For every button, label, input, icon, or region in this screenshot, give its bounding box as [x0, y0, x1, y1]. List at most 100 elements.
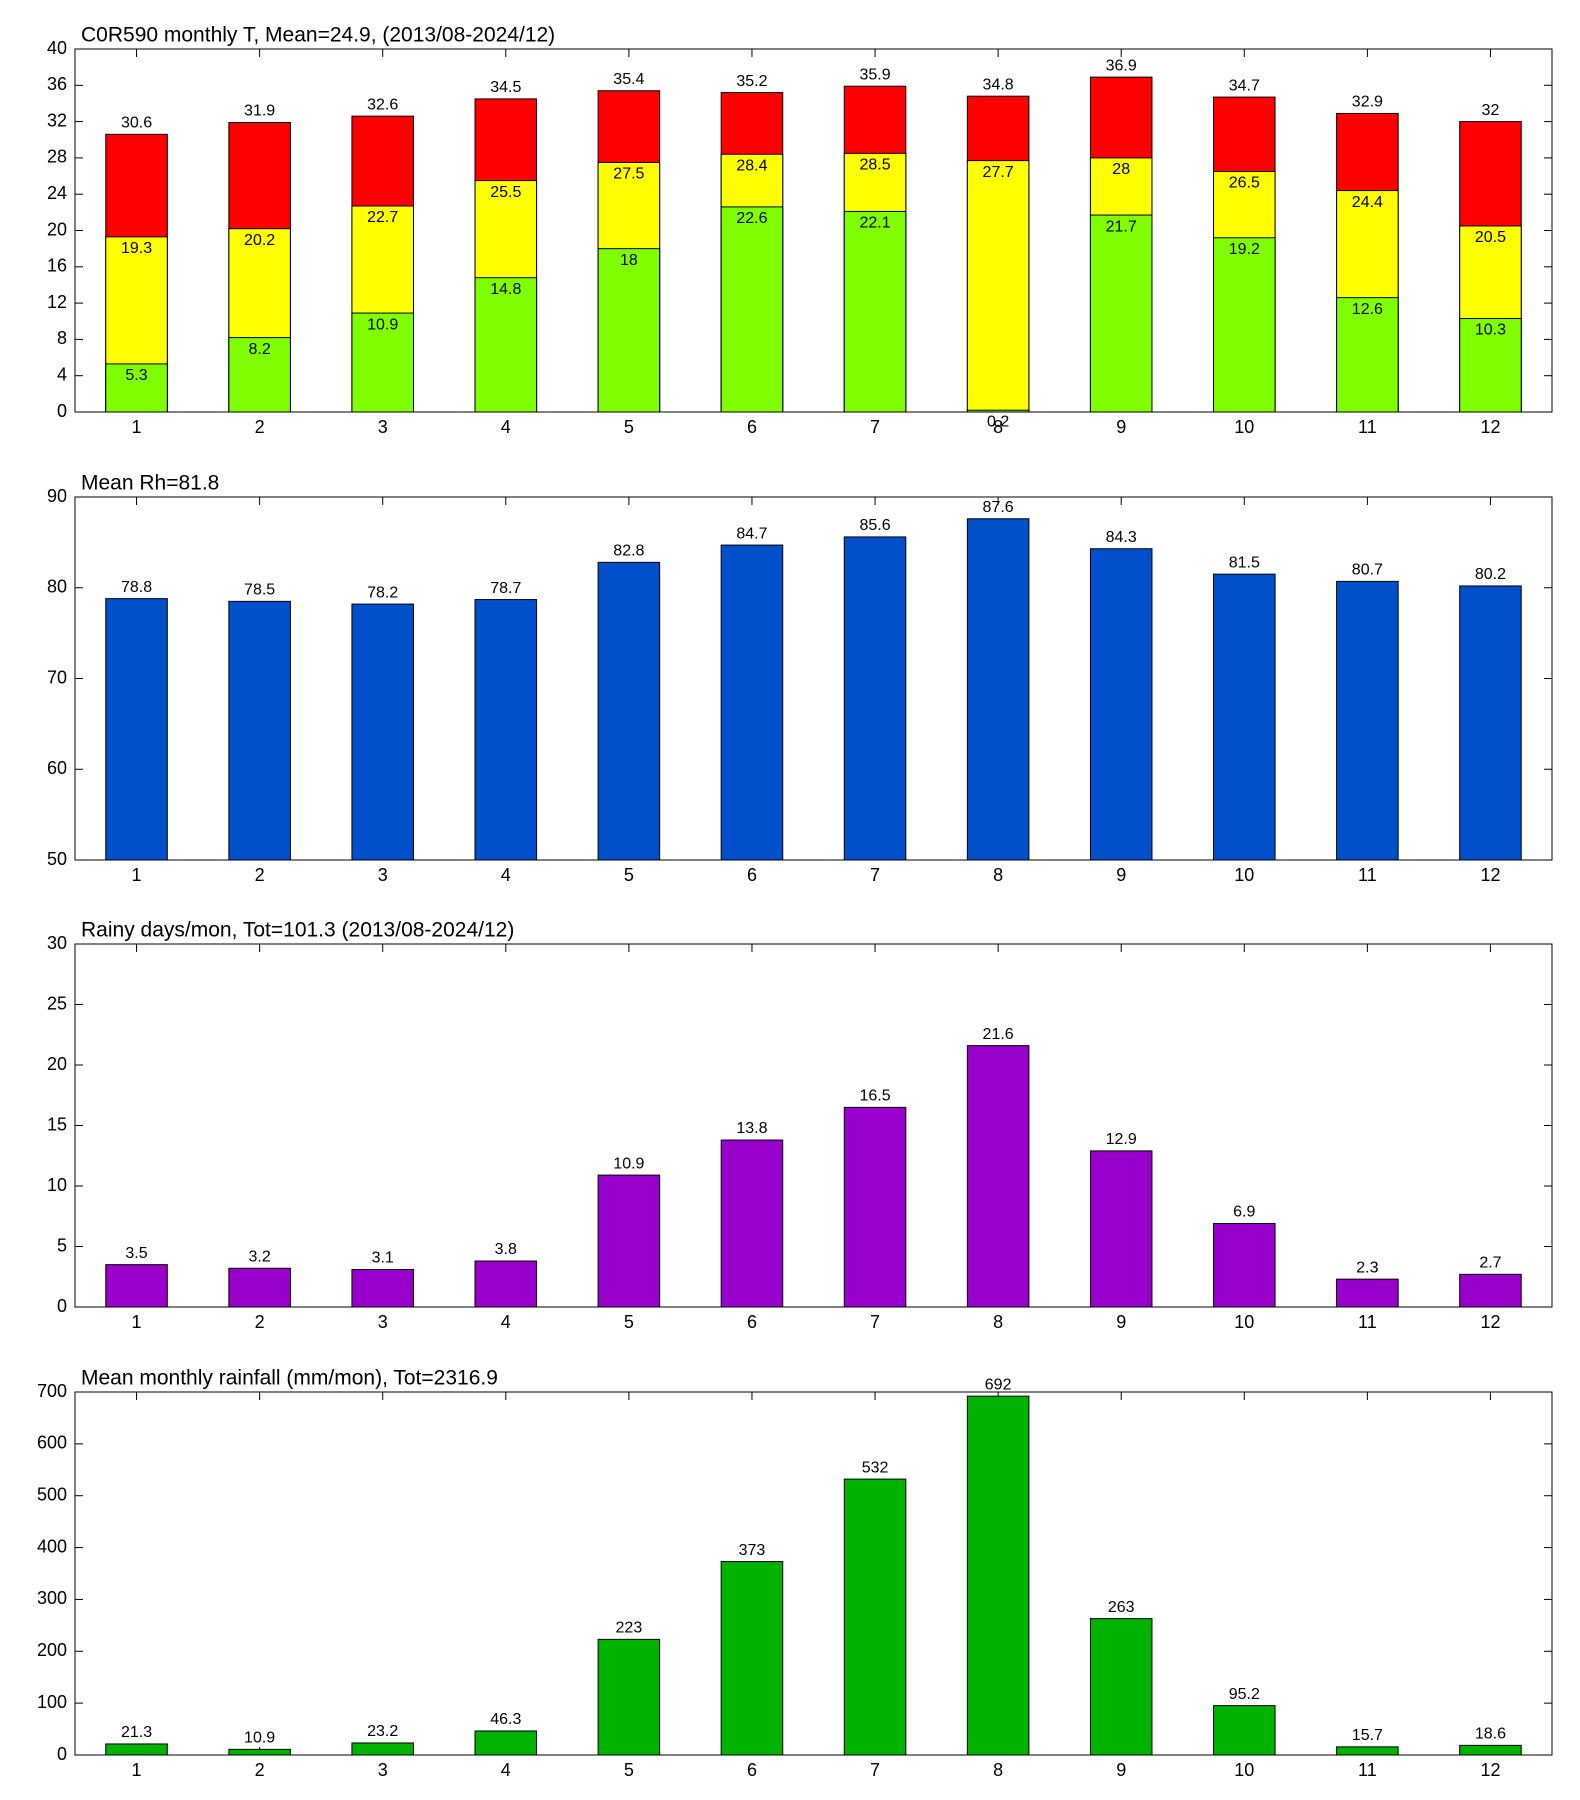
bar [597, 248, 661, 413]
x-tick-label: 11 [1358, 417, 1377, 437]
bar [1213, 237, 1276, 413]
y-tick-label: 4 [57, 364, 67, 384]
x-tick-label: 7 [870, 1760, 880, 1780]
y-tick-label: 60 [47, 758, 67, 778]
value-label: 10.9 [613, 1155, 644, 1172]
value-label: 34.5 [490, 79, 521, 96]
x-tick-label: 1 [132, 865, 142, 885]
x-tick-label: 10 [1234, 417, 1254, 437]
y-tick-label: 28 [47, 147, 67, 167]
bar [1089, 1150, 1153, 1308]
bar [966, 518, 1030, 861]
y-tick-label: 600 [37, 1433, 67, 1453]
bar [228, 337, 291, 413]
value-label: 10.9 [244, 1730, 275, 1747]
x-tick-label: 1 [132, 1760, 142, 1780]
value-label: 24.4 [1352, 194, 1383, 211]
value-label: 32.6 [367, 96, 398, 113]
value-label: 3.2 [249, 1248, 271, 1265]
bar [720, 1139, 784, 1308]
bar [105, 1743, 168, 1756]
y-tick-label: 70 [47, 667, 67, 687]
value-label: 12.6 [1352, 301, 1383, 318]
value-label: 8.2 [249, 341, 271, 358]
y-tick-label: 12 [47, 292, 67, 312]
value-label: 21.3 [121, 1724, 152, 1741]
x-tick-label: 5 [624, 1760, 634, 1780]
y-tick-label: 30 [47, 933, 67, 953]
x-tick-label: 2 [255, 865, 265, 885]
chart-title: Mean Rh=81.8 [81, 472, 219, 495]
x-tick-label: 6 [747, 1760, 757, 1780]
bar [1336, 1746, 1399, 1756]
y-tick-label: 90 [47, 486, 67, 506]
x-tick-label: 10 [1234, 1312, 1254, 1332]
x-tick-label: 7 [870, 865, 880, 885]
y-tick-label: 5 [57, 1235, 67, 1255]
value-label: 32 [1482, 102, 1500, 119]
value-label: 2.7 [1479, 1255, 1501, 1272]
x-tick-label: 11 [1358, 865, 1377, 885]
y-tick-label: 400 [37, 1536, 67, 1556]
value-label: 16.5 [859, 1088, 890, 1105]
value-label: 34.7 [1229, 77, 1260, 94]
value-label: 3.8 [495, 1241, 517, 1258]
x-tick-label: 12 [1480, 1760, 1500, 1780]
y-tick-label: 50 [47, 849, 67, 869]
x-tick-label: 4 [501, 865, 511, 885]
value-label: 26.5 [1229, 175, 1260, 192]
y-tick-label: 32 [47, 110, 67, 130]
y-tick-label: 100 [37, 1692, 67, 1712]
value-label: 6.9 [1233, 1204, 1255, 1221]
value-label: 373 [739, 1542, 766, 1559]
y-tick-label: 10 [47, 1175, 67, 1195]
x-tick-label: 9 [1116, 417, 1126, 437]
x-tick-label: 9 [1116, 1760, 1126, 1780]
y-tick-label: 40 [47, 38, 67, 58]
y-tick-label: 16 [47, 256, 67, 276]
bar [597, 1638, 661, 1756]
value-label: 10.9 [367, 316, 398, 333]
x-tick-label: 6 [747, 1312, 757, 1332]
x-tick-label: 7 [870, 1312, 880, 1332]
bar [1213, 573, 1276, 861]
bar [966, 1045, 1030, 1308]
bar [351, 312, 414, 413]
bar [1089, 214, 1153, 413]
value-label: 12.9 [1106, 1131, 1137, 1148]
value-label: 31.9 [244, 103, 275, 120]
chart-title: Mean monthly rainfall (mm/mon), Tot=2316… [81, 1367, 498, 1390]
y-tick-label: 700 [37, 1381, 67, 1401]
bar [1089, 548, 1153, 861]
value-label: 23.2 [367, 1723, 398, 1740]
chart-title: C0R590 monthly T, Mean=24.9, (2013/08-20… [81, 24, 555, 47]
x-tick-label: 8 [993, 417, 1003, 437]
bar [351, 1268, 414, 1308]
x-tick-label: 1 [132, 1312, 142, 1332]
bar [1089, 1618, 1153, 1756]
value-label: 95.2 [1229, 1686, 1260, 1703]
value-label: 14.8 [490, 281, 521, 298]
value-label: 20.5 [1475, 229, 1506, 246]
value-label: 80.7 [1352, 562, 1383, 579]
value-label: 35.2 [736, 73, 767, 90]
value-label: 22.7 [367, 209, 398, 226]
axes-frame [74, 943, 1553, 1308]
bar [843, 210, 907, 413]
value-label: 80.2 [1475, 566, 1506, 583]
value-label: 10.3 [1475, 322, 1506, 339]
x-tick-label: 7 [870, 417, 880, 437]
value-label: 85.6 [859, 517, 890, 534]
y-tick-label: 0 [57, 1296, 67, 1316]
x-tick-label: 5 [624, 417, 634, 437]
x-tick-label: 9 [1116, 865, 1126, 885]
axes-frame [74, 496, 1553, 861]
value-label: 28.4 [736, 157, 767, 174]
bar [597, 1174, 661, 1308]
x-tick-label: 4 [501, 1312, 511, 1332]
bar [720, 1561, 784, 1756]
value-label: 22.6 [736, 210, 767, 227]
bar [474, 1730, 538, 1756]
y-tick-label: 20 [47, 1054, 67, 1074]
